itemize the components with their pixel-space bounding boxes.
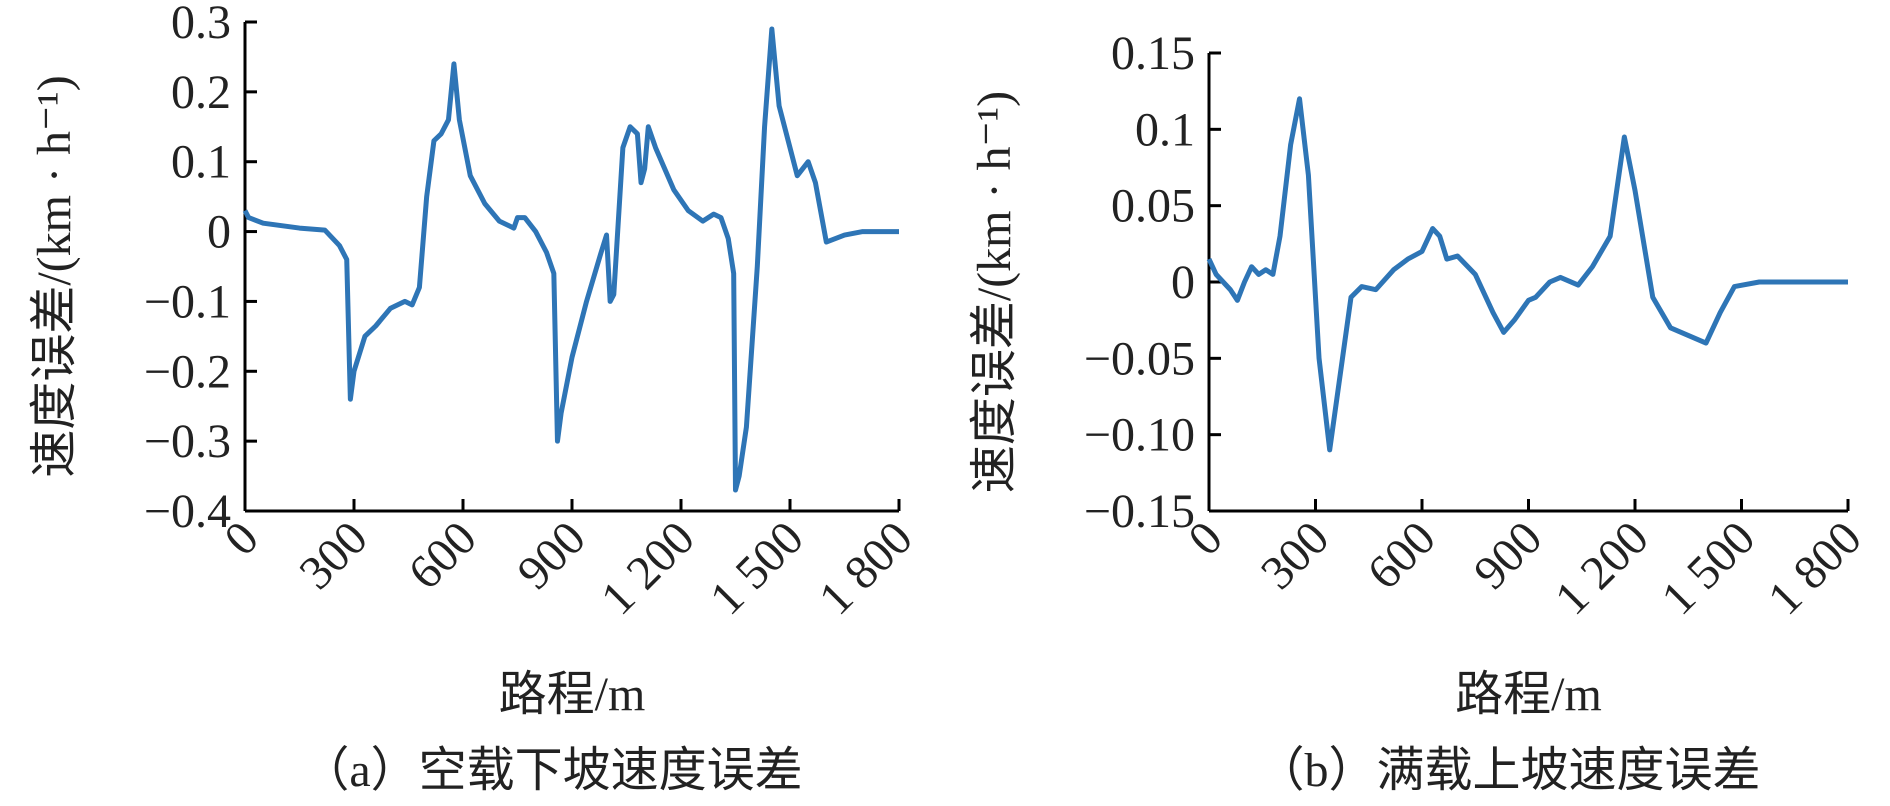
x-tick-label: 1 500	[1651, 511, 1765, 625]
y-tick-label: −0.2	[144, 345, 231, 398]
y-tick-label: 0.15	[1111, 27, 1195, 80]
y-tick-label: 0.2	[171, 66, 231, 119]
y-tick-label: 0.05	[1111, 180, 1195, 233]
x-tick-label: 1 200	[1545, 511, 1659, 625]
y-tick-label: −0.05	[1084, 332, 1195, 385]
caption: （a）空载下坡速度误差	[301, 744, 802, 797]
y-tick-label: 0.1	[1135, 103, 1195, 156]
y-tick-label: −0.15	[1084, 485, 1195, 538]
x-tick-label: 600	[398, 511, 486, 599]
x-tick-label: 900	[1464, 511, 1552, 599]
x-tick-label: 300	[1251, 511, 1339, 599]
y-tick-label: 0.1	[171, 136, 231, 189]
x-tick-label: 0	[214, 511, 268, 565]
y-axis-label: 速度误差/(km · h⁻¹)	[28, 75, 81, 477]
caption: （b）满载上坡速度误差	[1256, 744, 1760, 797]
x-tick-label: 1 800	[1758, 511, 1872, 625]
x-tick-label: 600	[1357, 511, 1445, 599]
y-tick-label: −0.1	[144, 275, 231, 328]
x-tick-label: 1 800	[809, 511, 923, 625]
y-tick-label: −0.4	[144, 485, 231, 538]
data-line	[1206, 96, 1848, 453]
x-tick-label: 900	[507, 511, 595, 599]
y-tick-label: −0.10	[1084, 409, 1195, 462]
x-tick-label: 1 200	[591, 511, 705, 625]
x-axis-label: 路程/m	[499, 668, 646, 721]
x-tick-label: 0	[1178, 511, 1232, 565]
y-tick-label: 0	[1171, 256, 1195, 309]
y-tick-label: 0	[207, 206, 231, 259]
y-tick-label: −0.3	[144, 415, 231, 468]
x-tick-label: 1 500	[700, 511, 814, 625]
data-line	[242, 26, 899, 493]
x-axis-label: 路程/m	[1455, 668, 1602, 721]
x-tick-label: 300	[289, 511, 377, 599]
y-axis-label: 速度误差/(km · h⁻¹)	[968, 91, 1021, 493]
y-tick-label: 0.3	[171, 0, 231, 49]
